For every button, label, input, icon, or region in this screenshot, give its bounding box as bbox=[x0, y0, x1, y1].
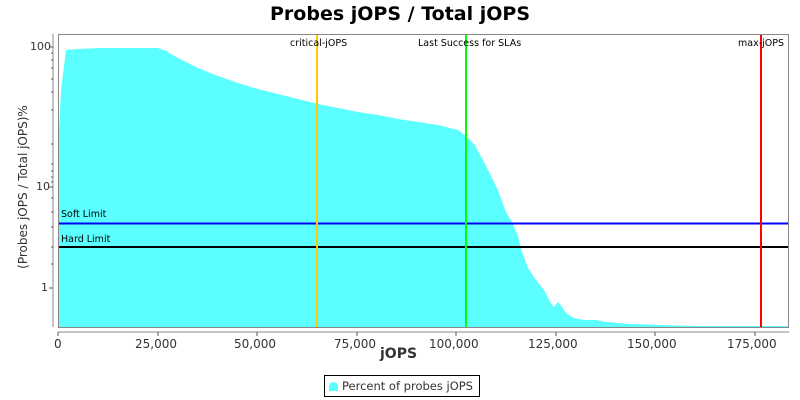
legend: Percent of probes jOPS bbox=[324, 375, 480, 397]
x-tick-label-25000: 25,000 bbox=[135, 337, 177, 351]
hard-limit-label: Hard Limit bbox=[61, 234, 111, 245]
legend-label: Percent of probes jOPS bbox=[342, 379, 473, 393]
critical-jops-label: critical-jOPS bbox=[290, 38, 348, 49]
y-tick-label-100: 100 bbox=[30, 40, 51, 53]
x-tick-label-50000: 50,000 bbox=[234, 337, 276, 351]
y-axis-label: (Probes jOPS / Total jOPS)% bbox=[16, 105, 30, 269]
x-tick-label-125000: 125,000 bbox=[528, 337, 578, 351]
x-tick-label-0: 0 bbox=[54, 337, 62, 351]
x-tick-label-175000: 175,000 bbox=[727, 337, 777, 351]
x-axis-label: jOPS bbox=[380, 346, 418, 362]
chart-title: Probes jOPS / Total jOPS bbox=[270, 3, 530, 25]
y-axis-ticks bbox=[49, 46, 53, 289]
legend-swatch-icon bbox=[329, 381, 338, 391]
y-tick-label-10: 10 bbox=[36, 180, 50, 193]
soft-limit-label: Soft Limit bbox=[61, 209, 107, 220]
y-tick-label-1: 1 bbox=[41, 281, 48, 294]
max-jops-label: max-jOPS bbox=[738, 38, 785, 49]
area-series-percent-probes bbox=[59, 48, 788, 327]
x-tick-label-75000: 75,000 bbox=[334, 337, 376, 351]
x-axis-ticks bbox=[57, 332, 756, 336]
sla-label: Last Success for SLAs bbox=[418, 38, 522, 49]
x-tick-label-100000: 100,000 bbox=[429, 337, 479, 351]
x-tick-label-150000: 150,000 bbox=[627, 337, 677, 351]
